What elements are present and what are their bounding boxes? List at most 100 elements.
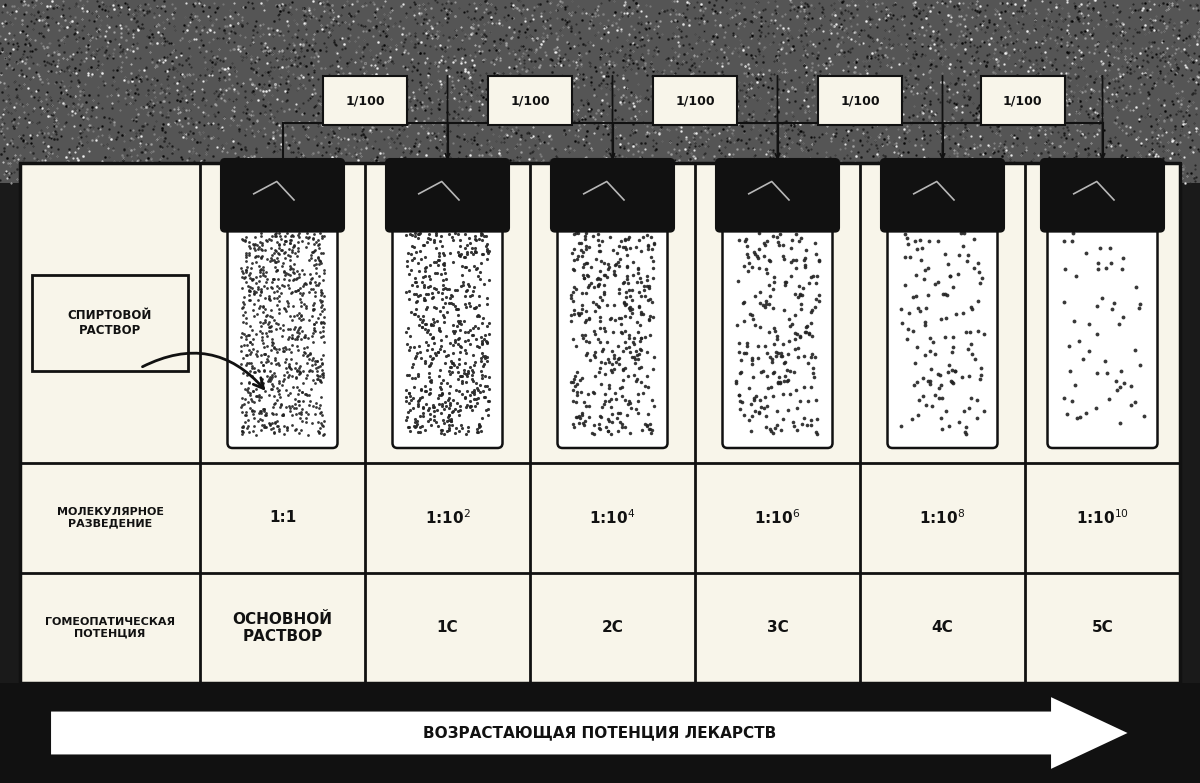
Point [299,331,318,344]
Point [397,337,416,350]
Point [398,247,418,259]
Point [409,395,428,407]
Point [440,381,460,393]
Polygon shape [20,163,1180,683]
Point [780,364,799,377]
Point [260,310,280,323]
Point [619,302,638,315]
Point [286,399,305,411]
Point [284,247,304,259]
Point [466,244,485,257]
Point [290,287,310,299]
Point [410,420,430,433]
Point [421,373,440,386]
Point [283,381,302,394]
Point [613,276,632,289]
Point [1060,340,1079,352]
Point [280,269,299,281]
Point [940,269,959,282]
Point [760,350,779,363]
Point [630,362,649,374]
Point [449,366,468,379]
Point [245,239,264,251]
Point [431,389,450,402]
Point [276,234,295,247]
Point [772,350,791,363]
Point [589,239,608,251]
Point [809,254,828,266]
Point [251,392,270,404]
Point [246,256,265,269]
Point [628,276,647,288]
Point [233,271,252,283]
Point [269,281,288,294]
Point [774,356,793,369]
Point [776,279,796,291]
Point [410,289,430,301]
Point [242,395,262,407]
Point [292,424,311,436]
Point [599,352,618,365]
Point [575,229,594,242]
Point [408,290,427,302]
Point [576,287,595,299]
Point [914,372,934,384]
Point [782,318,802,330]
Point [617,286,636,298]
Point [289,399,308,411]
Point [426,229,445,241]
Point [450,404,469,417]
Point [420,359,439,371]
Point [946,365,965,377]
Point [755,340,774,352]
Point [413,321,432,334]
Point [292,408,311,420]
Point [751,366,770,378]
Point [306,377,325,390]
Point [454,276,473,288]
Point [434,316,454,328]
Point [430,323,449,336]
Point [629,388,648,401]
Point [568,388,587,401]
Point [790,280,809,292]
Point [269,318,288,330]
Point [415,380,434,392]
Point [232,262,251,275]
Point [476,403,496,416]
Point [575,329,594,341]
Point [972,272,991,284]
Point [295,331,314,344]
Point [426,283,445,295]
Point [293,385,312,398]
Point [301,347,320,359]
Point [259,321,278,334]
Point [424,332,443,345]
Point [304,233,323,246]
Point [407,276,426,289]
Point [298,356,317,369]
Point [744,313,763,326]
Point [568,378,587,391]
Point [241,356,260,369]
Point [276,305,295,317]
Point [442,414,461,427]
Point [970,266,989,279]
Point [449,337,468,350]
Point [311,255,330,268]
Point [288,284,307,297]
Point [281,386,300,399]
Point [730,345,749,358]
Point [450,240,469,252]
Point [268,394,287,406]
Point [635,284,654,297]
Point [274,324,293,337]
Point [462,288,481,301]
Point [638,408,658,420]
Point [258,370,277,382]
FancyBboxPatch shape [980,76,1064,125]
Point [287,339,306,352]
Point [636,417,655,430]
Point [289,365,308,377]
Point [589,301,608,313]
